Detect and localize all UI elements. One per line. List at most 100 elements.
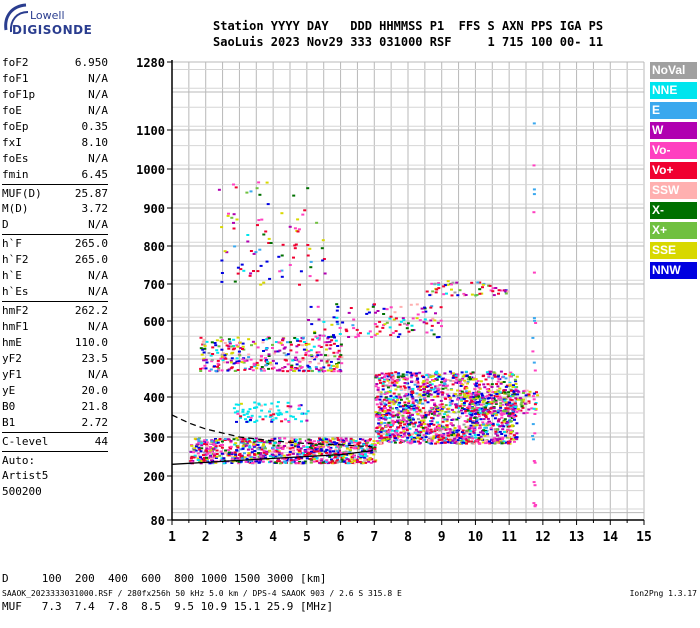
echo-point bbox=[437, 283, 441, 286]
echo-point bbox=[313, 450, 317, 453]
echo-point bbox=[336, 458, 340, 461]
echo-point bbox=[454, 381, 458, 384]
echo-point bbox=[268, 361, 272, 364]
echo-point bbox=[274, 461, 278, 464]
echo-point bbox=[453, 442, 457, 444]
echo-point bbox=[426, 380, 429, 383]
echo-point bbox=[303, 449, 307, 452]
echo-point bbox=[480, 394, 484, 397]
echo-point bbox=[253, 407, 256, 409]
x-tick-label: 8 bbox=[404, 530, 412, 545]
echo-point bbox=[425, 290, 429, 293]
echo-point bbox=[242, 437, 246, 440]
echo-point bbox=[202, 351, 206, 354]
x-tick-label: 15 bbox=[636, 530, 652, 545]
echo-point bbox=[403, 431, 407, 434]
echo-point bbox=[383, 393, 387, 395]
echo-point bbox=[286, 405, 290, 408]
echo-point bbox=[525, 389, 529, 392]
echo-point bbox=[492, 407, 496, 410]
echo-point bbox=[373, 323, 377, 325]
echo-point bbox=[425, 441, 429, 443]
echo-point bbox=[199, 336, 203, 339]
echo-point bbox=[512, 438, 516, 441]
echo-point bbox=[230, 216, 234, 219]
echo-point bbox=[451, 281, 455, 284]
echo-point bbox=[375, 375, 379, 378]
echo-point bbox=[259, 264, 263, 267]
echo-point bbox=[392, 414, 396, 417]
echo-point bbox=[316, 305, 320, 308]
echo-point bbox=[373, 446, 377, 449]
echo-point bbox=[397, 412, 401, 415]
echo-point bbox=[388, 426, 392, 428]
echo-point bbox=[319, 452, 323, 455]
echo-point bbox=[192, 456, 196, 459]
param-value: N/A bbox=[88, 367, 108, 381]
echo-point bbox=[441, 391, 445, 394]
echo-point bbox=[528, 390, 532, 393]
param-name: MUF(D) bbox=[2, 186, 42, 200]
echo-point bbox=[465, 442, 468, 445]
echo-point bbox=[465, 435, 469, 438]
echo-point bbox=[536, 394, 540, 397]
echo-point bbox=[358, 460, 362, 463]
param-value: N/A bbox=[88, 269, 108, 283]
echo-point bbox=[511, 408, 515, 411]
echo-point bbox=[326, 461, 330, 464]
echo-point bbox=[376, 388, 380, 391]
echo-point bbox=[265, 260, 269, 263]
echo-point bbox=[250, 448, 254, 451]
echo-point bbox=[361, 438, 365, 441]
echo-point bbox=[375, 325, 379, 328]
echo-point bbox=[387, 402, 391, 405]
echo-point bbox=[199, 456, 202, 459]
echo-point bbox=[493, 410, 497, 413]
echo-point bbox=[433, 427, 437, 430]
echo-point bbox=[211, 462, 215, 465]
echo-point bbox=[487, 420, 491, 423]
echo-point bbox=[393, 441, 397, 444]
echo-point bbox=[514, 406, 518, 408]
echo-point bbox=[423, 423, 427, 425]
echo-point bbox=[415, 317, 419, 320]
echo-point bbox=[416, 377, 420, 380]
echo-point bbox=[214, 438, 217, 440]
echo-point bbox=[480, 292, 484, 295]
echo-point bbox=[459, 385, 463, 387]
echo-point bbox=[532, 407, 536, 410]
echo-point bbox=[469, 396, 473, 399]
echo-point bbox=[375, 383, 379, 385]
echo-point bbox=[342, 444, 346, 447]
y-tick-label: 300 bbox=[143, 431, 165, 445]
echo-point bbox=[399, 419, 402, 422]
echo-point bbox=[429, 436, 433, 439]
echo-region bbox=[199, 336, 344, 373]
echo-point bbox=[409, 393, 413, 396]
echo-point bbox=[462, 408, 466, 411]
echo-point bbox=[241, 358, 245, 361]
param-value: 6.45 bbox=[81, 167, 109, 181]
echo-point bbox=[216, 365, 219, 368]
echo-point bbox=[276, 401, 280, 404]
echo-point bbox=[324, 348, 328, 351]
echo-point bbox=[273, 442, 277, 445]
echo-point bbox=[309, 439, 313, 442]
echo-point bbox=[395, 439, 399, 441]
echo-point bbox=[499, 425, 503, 428]
echo-point bbox=[419, 385, 422, 388]
echo-point bbox=[403, 401, 407, 404]
echo-point bbox=[248, 368, 252, 370]
echo-point bbox=[385, 321, 389, 324]
echo-point bbox=[499, 412, 503, 415]
echo-point bbox=[491, 391, 495, 393]
echo-point bbox=[220, 452, 224, 455]
echo-point bbox=[298, 460, 302, 463]
echo-point bbox=[249, 250, 253, 252]
echo-point bbox=[532, 502, 536, 505]
echo-point bbox=[418, 441, 422, 444]
echo-point bbox=[263, 403, 267, 406]
echo-point bbox=[378, 424, 382, 427]
echo-point bbox=[383, 436, 387, 439]
x-tick-label: 14 bbox=[602, 530, 618, 545]
